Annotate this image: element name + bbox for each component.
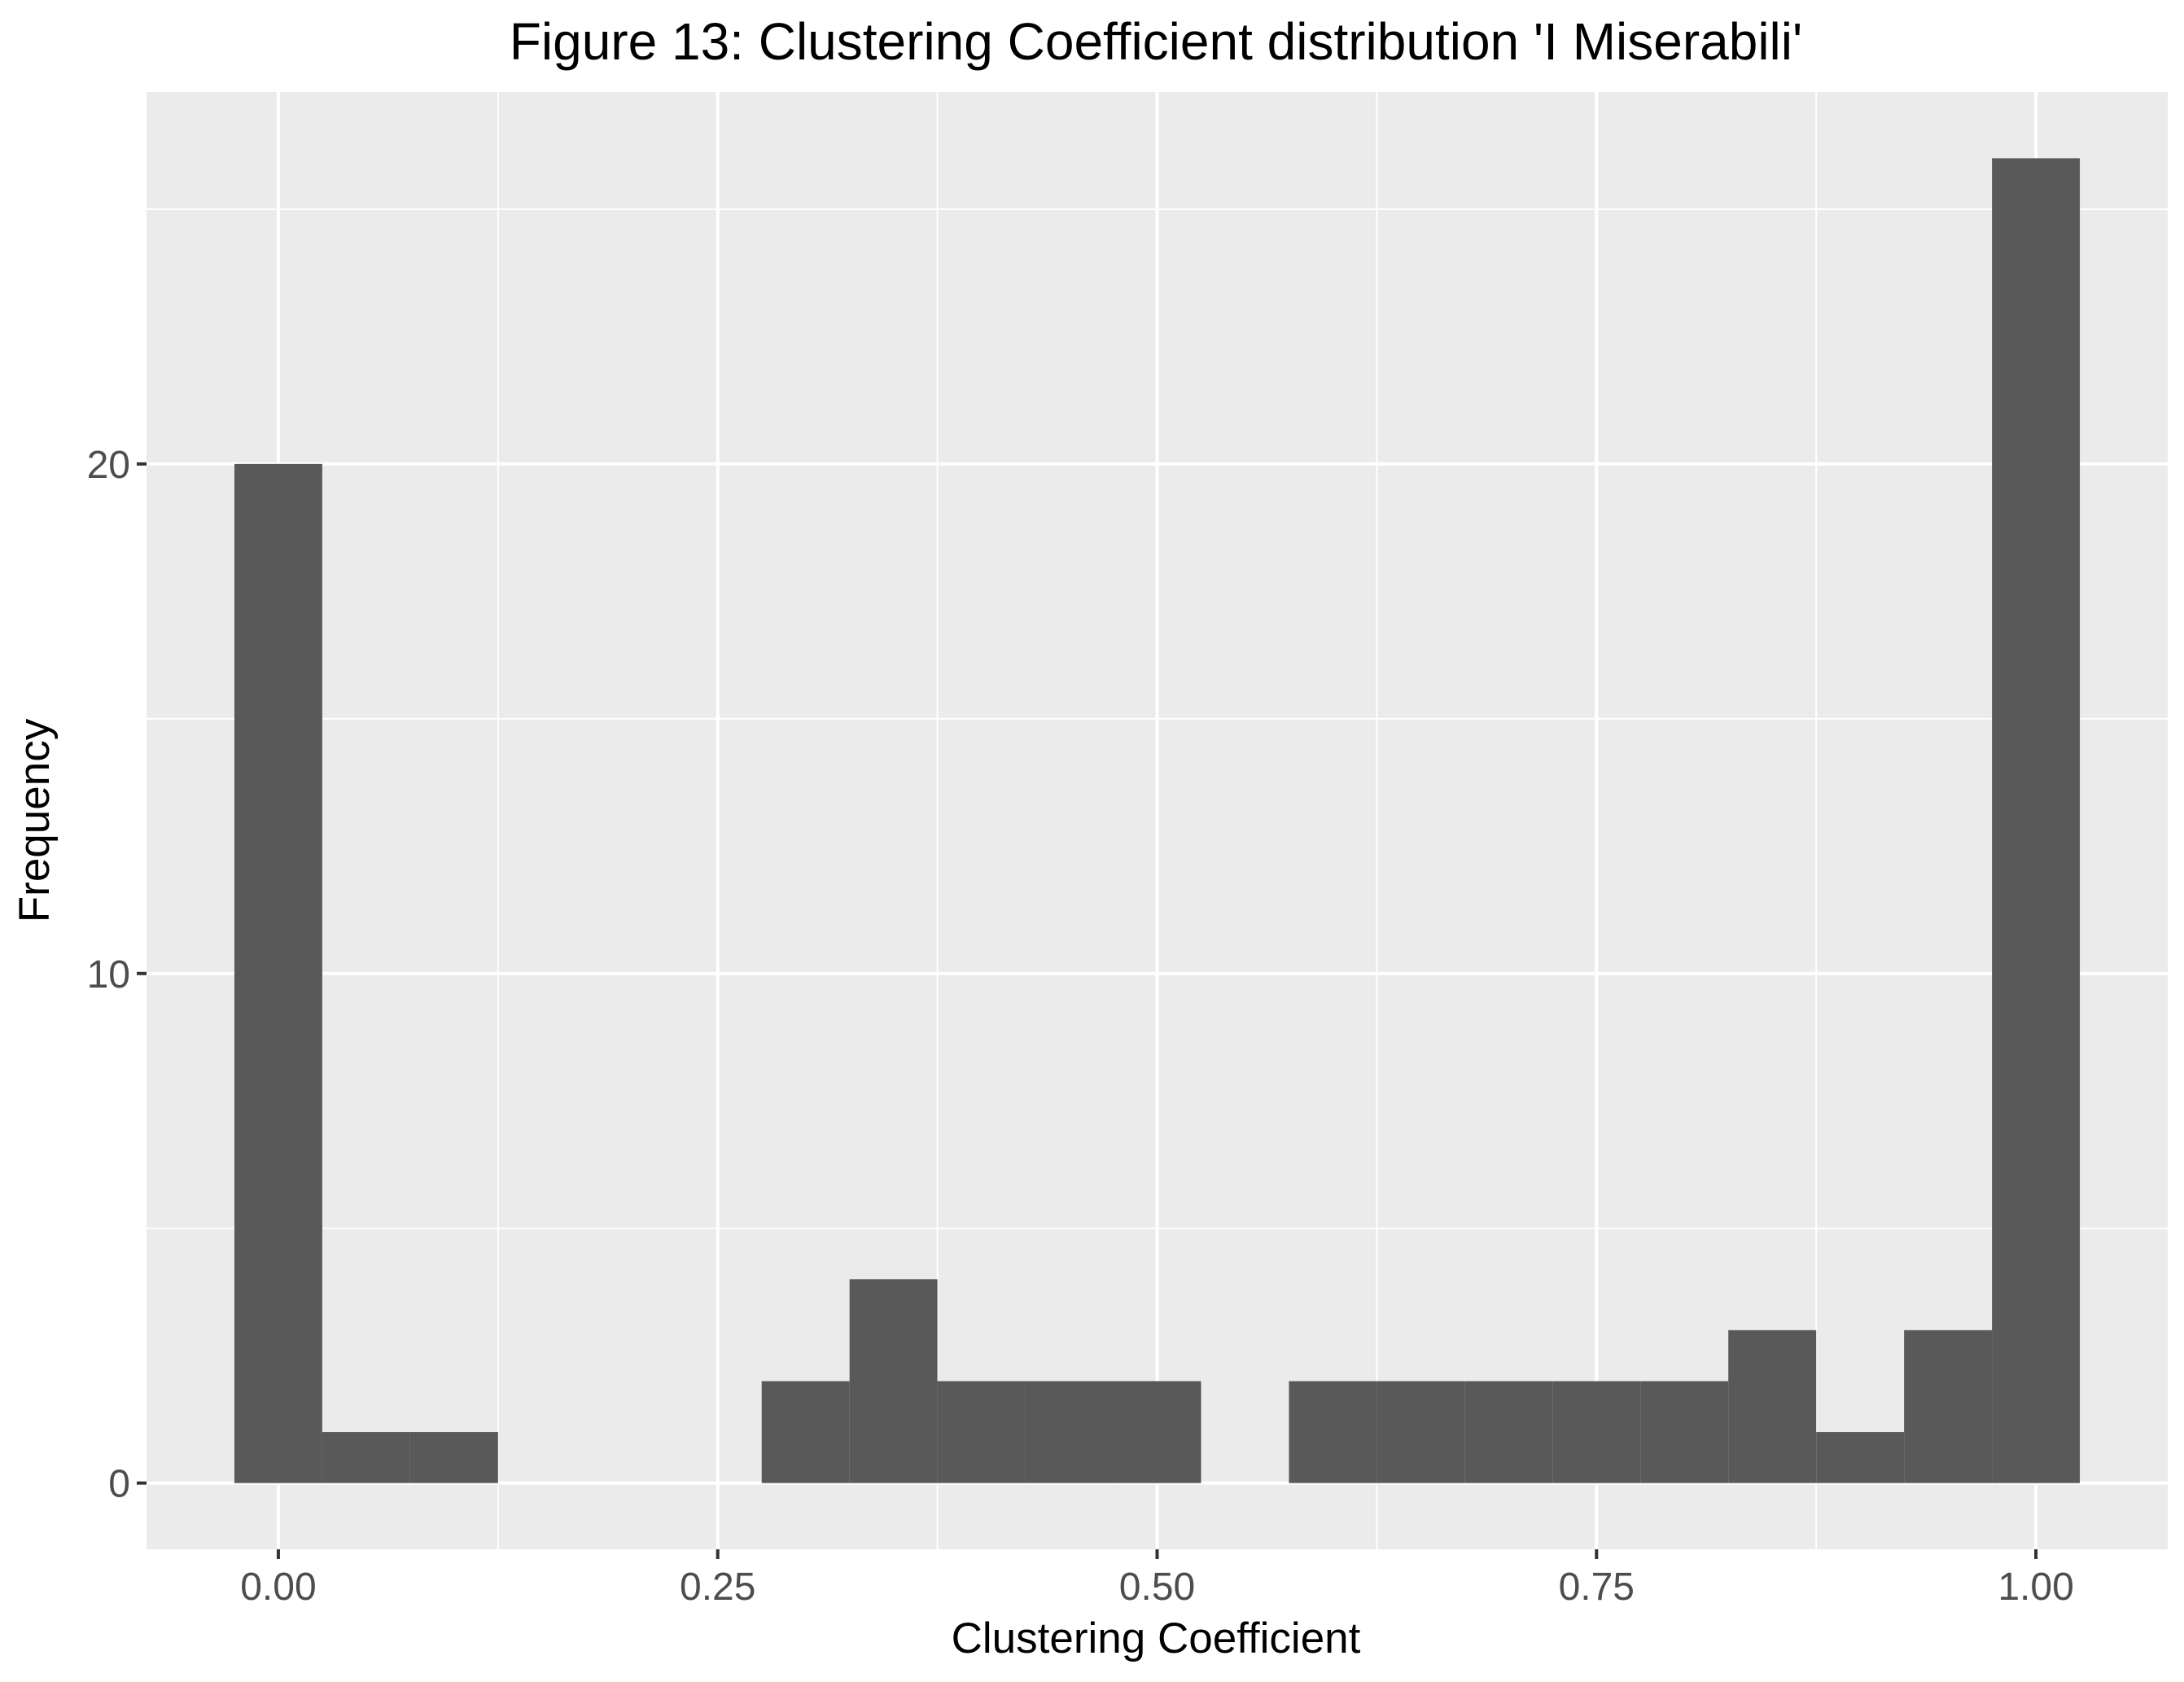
y-axis-label: Frequency xyxy=(11,718,59,922)
histogram-bar xyxy=(234,463,322,1483)
histogram-bars xyxy=(234,158,2081,1483)
x-axis-label: Clustering Coefficient xyxy=(952,1614,1361,1662)
y-tick-label: 0 xyxy=(108,1463,130,1506)
histogram-bar xyxy=(1992,158,2081,1483)
histogram-bar xyxy=(1289,1381,1377,1483)
x-axis: 0.00 0.25 0.50 0.75 1.00 xyxy=(240,1549,2074,1609)
histogram-bar xyxy=(1904,1329,1993,1483)
histogram-bar xyxy=(1464,1381,1553,1483)
histogram-bar xyxy=(1113,1381,1201,1483)
histogram-bar xyxy=(1640,1381,1729,1483)
histogram-bar xyxy=(1728,1329,1817,1483)
histogram-bar xyxy=(409,1432,498,1483)
x-tick-label: 1.00 xyxy=(1998,1566,2073,1609)
x-tick-label: 0.75 xyxy=(1559,1566,1635,1609)
chart-title: Figure 13: Clustering Coefficient distri… xyxy=(510,12,1802,71)
x-tick-label: 0.50 xyxy=(1119,1566,1195,1609)
histogram-bar xyxy=(761,1381,850,1483)
x-tick-label: 0.00 xyxy=(240,1566,316,1609)
histogram-bar xyxy=(849,1279,938,1483)
histogram-bar xyxy=(322,1432,410,1483)
x-tick-label: 0.25 xyxy=(680,1566,755,1609)
grid-lines xyxy=(147,92,2168,1549)
histogram-bar xyxy=(1025,1381,1114,1483)
y-tick-label: 20 xyxy=(87,444,130,487)
histogram-bar xyxy=(1816,1432,1905,1483)
y-axis: 0 10 20 xyxy=(87,444,147,1506)
histogram-bar xyxy=(937,1381,1026,1483)
histogram-bar xyxy=(1552,1381,1641,1483)
histogram-bar xyxy=(1376,1381,1465,1483)
y-tick-label: 10 xyxy=(87,953,130,996)
